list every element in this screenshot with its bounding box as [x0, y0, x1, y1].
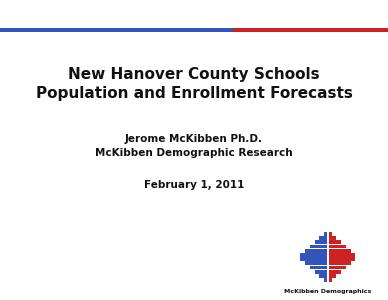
Bar: [310, 244, 327, 248]
Bar: [329, 261, 351, 265]
Bar: [329, 232, 332, 236]
Bar: [329, 257, 355, 261]
Bar: [305, 249, 327, 253]
Bar: [329, 274, 336, 278]
Bar: [329, 244, 346, 248]
Text: McKibben Demographics: McKibben Demographics: [284, 290, 371, 295]
Bar: [324, 232, 327, 236]
Text: February 1, 2011: February 1, 2011: [144, 179, 244, 190]
Bar: [329, 236, 336, 240]
Bar: [324, 278, 327, 282]
Bar: [319, 236, 327, 240]
Text: New Hanover County Schools
Population and Enrollment Forecasts: New Hanover County Schools Population an…: [36, 67, 352, 101]
Bar: [310, 266, 327, 269]
Bar: [305, 261, 327, 265]
Bar: [300, 257, 327, 261]
Bar: [329, 240, 341, 244]
Bar: [329, 266, 346, 269]
Text: Jerome McKibben Ph.D.
McKibben Demographic Research: Jerome McKibben Ph.D. McKibben Demograph…: [95, 134, 293, 158]
Bar: [319, 274, 327, 278]
Bar: [329, 249, 351, 253]
Bar: [329, 253, 355, 257]
Bar: [315, 240, 327, 244]
Bar: [329, 278, 332, 282]
Bar: [329, 270, 341, 274]
Bar: [300, 253, 327, 257]
Bar: [315, 270, 327, 274]
